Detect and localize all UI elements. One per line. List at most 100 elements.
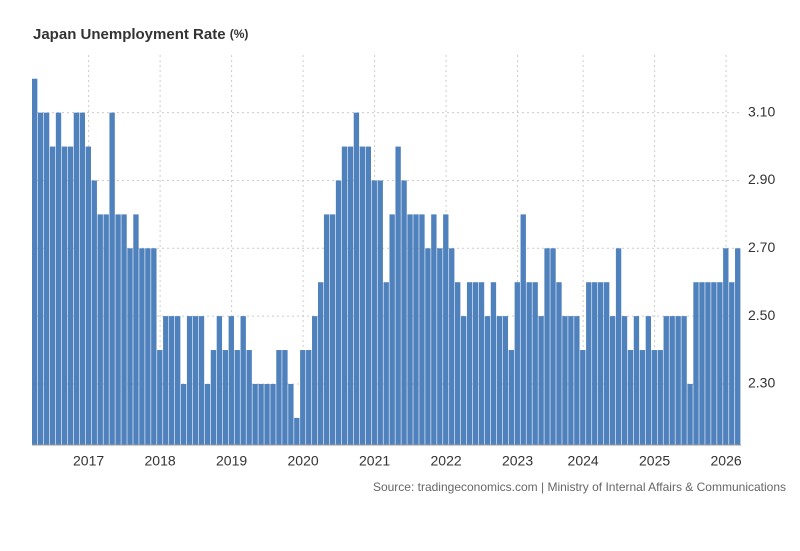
- bar: [73, 112, 80, 446]
- bar: [544, 248, 550, 445]
- bar: [79, 112, 86, 446]
- x-tick-label: 2017: [73, 453, 104, 469]
- bar: [67, 146, 74, 445]
- bar: [669, 316, 675, 445]
- bar: [216, 316, 223, 445]
- bar: [323, 214, 330, 445]
- x-tick-label: 2019: [216, 453, 247, 469]
- bar: [109, 112, 115, 446]
- bar: [246, 350, 252, 445]
- bar: [139, 248, 145, 445]
- bar: [383, 282, 389, 445]
- title-text: Japan Unemployment Rate: [33, 26, 226, 43]
- bar: [592, 282, 598, 445]
- x-tick-label: 2024: [568, 453, 599, 469]
- bar: [490, 282, 497, 445]
- bar: [425, 248, 431, 445]
- bar: [586, 282, 592, 445]
- bar: [455, 282, 461, 445]
- bar: [472, 282, 479, 445]
- bar: [353, 112, 360, 446]
- bar: [723, 248, 729, 445]
- bar: [407, 214, 413, 445]
- bar: [621, 316, 628, 445]
- bar: [574, 316, 580, 445]
- bar: [449, 248, 455, 445]
- bar: [198, 316, 205, 445]
- bar: [389, 214, 395, 445]
- bar: [580, 350, 586, 445]
- x-tick-label: 2018: [145, 453, 176, 469]
- bar: [514, 282, 520, 445]
- bar: [210, 350, 217, 445]
- bar: [502, 316, 509, 445]
- bar: [520, 214, 526, 445]
- x-tick-label: 2025: [639, 453, 670, 469]
- bar: [550, 248, 556, 445]
- bar: [431, 214, 437, 445]
- bar: [97, 214, 103, 445]
- y-tick-label: 2.70: [748, 239, 775, 255]
- x-tick-label: 2021: [359, 453, 390, 469]
- source: Source: tradingeconomics.com | Ministry …: [373, 480, 786, 494]
- bar: [317, 282, 324, 445]
- bar: [639, 350, 646, 445]
- bar: [49, 146, 56, 445]
- bar: [651, 350, 657, 445]
- bar: [603, 282, 610, 445]
- bar: [443, 214, 449, 445]
- x-tick-label: 2020: [288, 453, 319, 469]
- x-tick-label: 2026: [711, 453, 742, 469]
- bar: [460, 316, 467, 445]
- bar: [282, 350, 288, 445]
- y-tick-label: 3.10: [748, 103, 775, 119]
- bar: [61, 146, 68, 445]
- bar: [157, 350, 163, 445]
- bar: [526, 282, 532, 445]
- bar: [615, 248, 622, 445]
- bar: [663, 316, 669, 445]
- bar: [598, 282, 604, 445]
- x-tick-label: 2023: [502, 453, 533, 469]
- bar: [37, 112, 44, 446]
- bar: [538, 316, 544, 445]
- bar: [609, 316, 616, 445]
- bar: [252, 383, 258, 445]
- x-tick-label: 2022: [431, 453, 462, 469]
- y-tick-label: 2.30: [748, 375, 775, 391]
- bar: [359, 146, 366, 445]
- bar: [568, 316, 574, 445]
- bar: [115, 214, 121, 445]
- bar: [228, 316, 234, 445]
- bar: [55, 112, 62, 446]
- bar: [169, 316, 175, 445]
- bar: [127, 248, 133, 445]
- bar: [180, 383, 187, 445]
- bar: [377, 180, 383, 445]
- bar: [240, 316, 246, 445]
- bar: [562, 316, 568, 445]
- chart-title: Japan Unemployment Rate (%): [33, 26, 248, 43]
- bar: [693, 282, 699, 445]
- bar: [675, 316, 681, 445]
- bar: [496, 316, 503, 445]
- bar: [204, 383, 211, 445]
- bar: [91, 180, 97, 445]
- y-tick-label: 2.90: [748, 171, 775, 187]
- bar: [306, 350, 312, 445]
- bar: [401, 180, 407, 445]
- bar: [466, 282, 473, 445]
- bar: [711, 282, 717, 445]
- bar: [508, 350, 514, 445]
- bar: [32, 78, 38, 445]
- bar: [312, 316, 318, 445]
- bar: [288, 383, 294, 445]
- y-tick-label: 2.50: [748, 307, 775, 323]
- bar: [329, 214, 336, 445]
- bar: [705, 282, 711, 445]
- bar: [174, 316, 181, 445]
- bar: [192, 316, 199, 445]
- bar: [270, 383, 276, 445]
- bar: [186, 316, 193, 445]
